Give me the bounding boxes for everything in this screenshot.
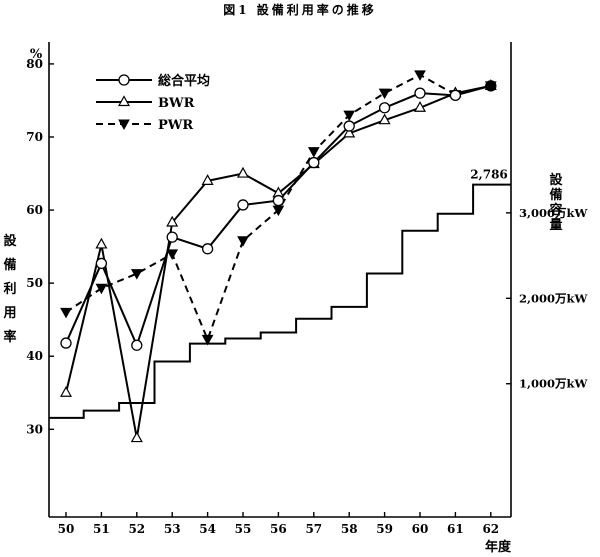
right-tick-label: 3,000万kW (519, 206, 588, 220)
triangle-up-marker (166, 215, 179, 227)
right-axis-label: 設備容量 (548, 172, 563, 233)
triangle-up-marker (236, 166, 250, 178)
circle-marker (131, 339, 143, 351)
right-tick-label: 2,000万kW (519, 291, 588, 305)
circle-marker (201, 243, 214, 255)
triangle-up-marker (413, 101, 427, 112)
triangle-up-marker (201, 174, 214, 185)
left-axis-label: 設備利用率 (2, 233, 17, 345)
triangle-down-marker (60, 307, 72, 319)
left-tick-label: 70 (26, 130, 43, 144)
capacity-step-series: 2,786 (49, 168, 511, 419)
triangle-down-marker (414, 70, 426, 81)
capacity-step-line (49, 183, 511, 419)
x-tick-label: 61 (447, 522, 464, 536)
circle-marker (378, 102, 391, 114)
left-tick-label: 30 (26, 422, 43, 436)
x-tick-label: 56 (270, 522, 287, 536)
circle-marker (272, 194, 285, 207)
x-tick-label: 53 (164, 522, 181, 536)
capacity-end-label: 2,786 (470, 168, 508, 182)
right-tick-label: 1,000万kW (519, 377, 588, 391)
circle-marker (308, 156, 320, 169)
circle-marker (95, 257, 108, 270)
circle-marker (166, 231, 178, 243)
series-2-points (60, 70, 497, 346)
legend: 総合平均 BWR PWR (96, 73, 210, 133)
x-tick-label: 58 (341, 522, 358, 536)
series-line (65, 84, 492, 439)
circle-marker (237, 199, 249, 211)
triangle-down-marker (130, 269, 143, 280)
triangle-down-marker (166, 249, 179, 260)
triangle-up-marker (117, 95, 131, 107)
triangle-up-marker (343, 126, 356, 138)
triangle-up-marker (378, 113, 391, 125)
x-axis-label: 年度 (485, 539, 512, 555)
chart-title: 図1 設備利用率の推移 (223, 2, 377, 17)
x-tick-label: 57 (305, 522, 322, 536)
triangle-up-marker (130, 431, 143, 443)
x-tick-label: 52 (128, 522, 145, 536)
circle-marker (60, 337, 72, 349)
legend-label: PWR (158, 118, 193, 133)
triangle-up-marker (59, 386, 73, 397)
series-layer (59, 70, 497, 443)
triangle-down-marker (118, 119, 130, 131)
triangle-down-marker (343, 110, 356, 122)
series-0-points (60, 80, 497, 351)
left-tick-label: 60 (26, 203, 43, 217)
circle-marker (118, 74, 130, 86)
x-tick-label: 60 (412, 522, 429, 536)
x-tick-label: 51 (93, 522, 110, 536)
left-axis-ticks: 30 40 50 60 70 80 (26, 57, 54, 436)
x-tick-label: 62 (482, 522, 499, 536)
left-tick-label: 50 (26, 276, 43, 290)
triangle-down-marker (378, 88, 391, 100)
legend-label: BWR (158, 96, 195, 111)
x-axis-ticks: 50 51 52 53 54 55 56 57 58 59 60 61 62 (58, 512, 499, 536)
legend-label: 総合平均 (158, 73, 210, 89)
final-point-marker (485, 80, 497, 92)
left-tick-label: 80 (26, 57, 43, 71)
x-tick-label: 54 (199, 522, 216, 536)
x-tick-label: 59 (376, 522, 393, 536)
triangle-up-marker (95, 237, 108, 249)
series-1-points (59, 79, 497, 443)
triangle-down-marker (201, 334, 214, 346)
circle-marker (414, 87, 426, 99)
triangle-down-marker (95, 283, 108, 295)
right-axis-ticks: 1,000万kW 2,000万kW 3,000万kW (506, 206, 588, 391)
series-1 (65, 84, 492, 439)
left-tick-label: 40 (26, 349, 43, 363)
x-tick-label: 55 (235, 522, 252, 536)
circle-marker (343, 120, 355, 132)
triangle-down-marker (237, 236, 249, 247)
triangle-down-marker (307, 147, 320, 158)
x-tick-label: 50 (58, 522, 75, 536)
circle-marker (449, 89, 462, 101)
left-axis-unit: % (30, 47, 43, 62)
